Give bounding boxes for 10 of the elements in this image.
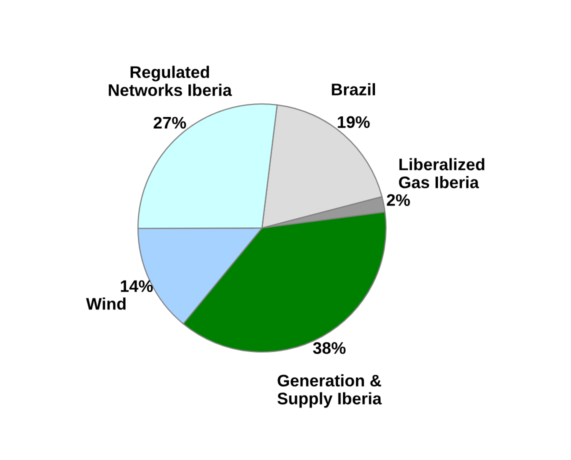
- data-label: 38%: [313, 342, 346, 354]
- data-label: 2%: [386, 194, 410, 206]
- data-label: 27%: [154, 116, 186, 129]
- slice-label: Brazil: [332, 83, 375, 96]
- slice-label: Generation & Supply Iberia: [277, 374, 382, 408]
- slice-label: Regulated Networks Iberia: [108, 66, 232, 96]
- data-label: 19%: [338, 116, 370, 128]
- slice-label: Liberalized Gas Iberia: [399, 158, 484, 188]
- data-label: 14%: [120, 280, 153, 292]
- slice-label: Wind: [86, 297, 126, 310]
